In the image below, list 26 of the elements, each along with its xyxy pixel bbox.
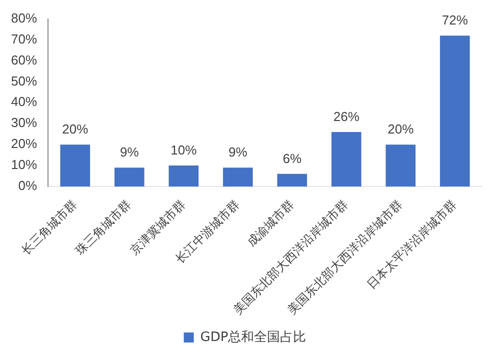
y-tick-label: 20%: [10, 136, 38, 152]
y-tick-label: 70%: [10, 31, 38, 46]
data-label: 72%: [442, 12, 468, 28]
data-label: 20%: [388, 122, 414, 137]
y-tick-label: 50%: [10, 73, 38, 88]
y-tick-label: 80%: [10, 10, 38, 26]
y-tick-label: 10%: [10, 157, 38, 172]
data-label: 10%: [170, 142, 198, 158]
data-label: 9%: [228, 144, 248, 160]
bar: [168, 166, 199, 187]
bar: [440, 36, 470, 187]
y-tick-label: 0%: [18, 178, 38, 194]
bar: [386, 144, 416, 187]
data-label: 9%: [120, 144, 140, 160]
legend-label: GDP总和全国占比: [200, 330, 306, 345]
bar: [222, 168, 253, 187]
y-tick-label: 30%: [10, 115, 38, 130]
bar: [60, 144, 90, 187]
data-label: 20%: [62, 122, 89, 137]
y-tick-label: 40%: [10, 94, 38, 110]
y-tick-label: 60%: [10, 52, 38, 68]
data-label: 6%: [282, 151, 302, 166]
bar: [114, 168, 144, 187]
bar: [277, 174, 308, 187]
data-label: 26%: [333, 109, 360, 124]
bar: [331, 132, 362, 187]
